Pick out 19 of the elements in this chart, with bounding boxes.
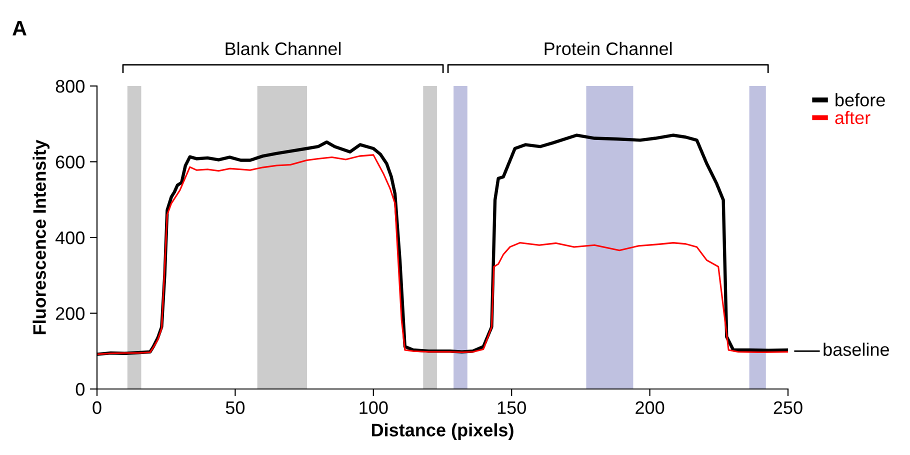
y-tick-label: 600 [56,156,84,168]
x-tick-label: 200 [636,401,664,414]
x-tick-label: 250 [774,401,802,414]
y-tick-label: 200 [56,307,84,320]
x-tick-label: 150 [498,401,526,414]
y-tick-label: 800 [56,80,84,93]
ref-line-label: baseline [824,342,890,356]
y-tick-label: 400 [55,231,84,244]
legend-label: before [836,93,885,106]
y-axis-title: Fluorescence Intensity [32,140,50,334]
x-tick-label: 50 [226,401,245,414]
x-tick-label: 0 [92,401,102,414]
x-tick-label: 100 [360,401,388,414]
y-tick-label: 0 [76,382,84,396]
x-axis-title: Distance (pixels) [372,423,514,440]
text: Protein Channel [544,42,672,56]
text: A [12,21,26,36]
legend-label: after [835,110,870,124]
text: Blank Channel [226,42,341,56]
